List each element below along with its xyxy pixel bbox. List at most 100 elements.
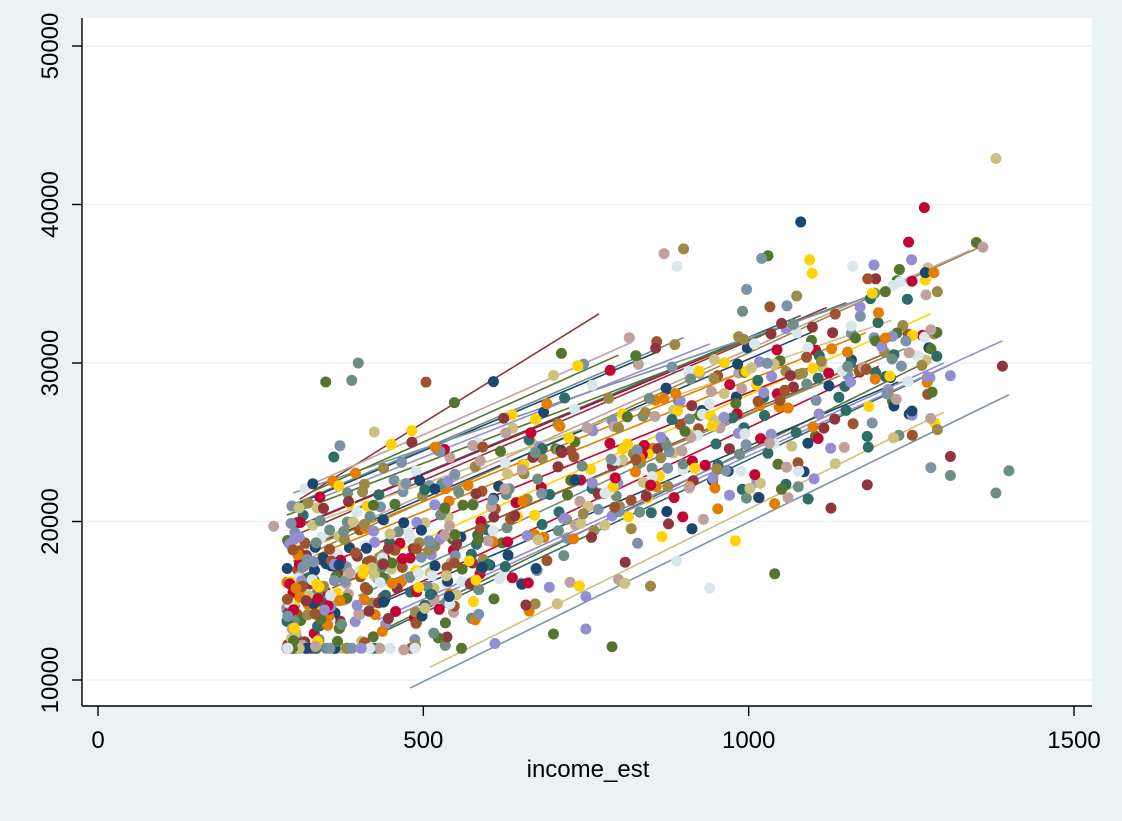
data-point bbox=[825, 442, 837, 454]
data-point bbox=[302, 497, 314, 509]
data-point bbox=[268, 520, 280, 532]
data-point bbox=[704, 398, 716, 410]
data-point bbox=[613, 422, 624, 434]
data-point bbox=[813, 408, 825, 420]
data-point bbox=[829, 413, 841, 425]
data-point bbox=[299, 483, 311, 495]
data-point bbox=[443, 591, 455, 602]
data-point bbox=[761, 357, 773, 369]
data-point bbox=[903, 347, 915, 359]
data-point bbox=[474, 455, 486, 467]
data-point bbox=[866, 287, 878, 299]
data-point bbox=[849, 332, 861, 344]
data-point bbox=[328, 575, 340, 587]
data-point bbox=[334, 595, 346, 607]
data-point bbox=[842, 361, 854, 372]
data-point bbox=[346, 374, 358, 386]
data-point bbox=[328, 451, 340, 463]
data-point bbox=[309, 564, 320, 576]
data-point bbox=[854, 310, 866, 322]
data-point bbox=[854, 301, 866, 313]
data-point bbox=[522, 577, 534, 589]
data-point bbox=[448, 397, 460, 409]
data-point bbox=[753, 492, 765, 504]
data-point bbox=[621, 411, 633, 423]
data-point bbox=[661, 506, 673, 517]
data-point bbox=[357, 486, 369, 498]
data-point bbox=[472, 533, 484, 545]
data-point bbox=[906, 254, 918, 266]
data-point bbox=[525, 427, 537, 439]
data-point bbox=[334, 440, 346, 452]
data-point bbox=[679, 425, 691, 437]
data-point bbox=[599, 487, 611, 499]
data-point bbox=[823, 380, 835, 392]
data-point bbox=[752, 395, 764, 407]
data-point bbox=[632, 358, 644, 370]
data-point bbox=[795, 216, 807, 228]
data-point bbox=[734, 448, 745, 460]
data-point bbox=[801, 351, 813, 363]
data-point bbox=[500, 427, 512, 439]
data-point bbox=[925, 343, 937, 355]
data-point bbox=[320, 376, 332, 388]
data-point bbox=[829, 458, 841, 470]
data-point bbox=[887, 280, 899, 291]
data-point bbox=[581, 422, 593, 434]
data-point bbox=[866, 417, 878, 429]
data-point bbox=[517, 495, 529, 507]
data-point bbox=[290, 582, 302, 594]
data-point bbox=[429, 560, 441, 572]
data-point bbox=[568, 533, 579, 545]
data-point bbox=[786, 440, 798, 452]
data-point bbox=[774, 394, 786, 406]
data-point bbox=[727, 412, 739, 424]
data-point bbox=[718, 357, 730, 369]
data-point bbox=[818, 422, 830, 434]
data-point bbox=[453, 486, 465, 498]
data-point bbox=[586, 531, 597, 543]
data-point bbox=[400, 478, 412, 490]
data-point bbox=[842, 346, 853, 358]
data-point bbox=[663, 518, 674, 530]
data-point bbox=[439, 617, 451, 629]
data-point bbox=[838, 441, 850, 453]
data-point bbox=[662, 462, 674, 474]
x-axis-label: income_est bbox=[527, 756, 650, 783]
data-point bbox=[631, 444, 643, 456]
data-point bbox=[442, 476, 454, 487]
data-point bbox=[363, 605, 375, 617]
data-point bbox=[893, 264, 905, 275]
data-point bbox=[294, 517, 306, 528]
data-point bbox=[502, 549, 514, 561]
data-point bbox=[802, 341, 814, 353]
data-point bbox=[319, 604, 330, 616]
data-point bbox=[586, 379, 598, 391]
data-point bbox=[902, 375, 914, 387]
data-point bbox=[404, 552, 416, 564]
data-point bbox=[823, 367, 835, 379]
data-point bbox=[324, 642, 336, 654]
data-point bbox=[801, 378, 813, 390]
data-point bbox=[352, 357, 364, 369]
data-point bbox=[919, 267, 931, 279]
data-point bbox=[353, 608, 365, 620]
data-point bbox=[574, 495, 586, 507]
data-point bbox=[462, 479, 474, 491]
data-point bbox=[410, 617, 422, 629]
data-point bbox=[740, 492, 752, 504]
data-point bbox=[281, 563, 293, 574]
data-point bbox=[632, 537, 644, 549]
data-point bbox=[619, 577, 631, 589]
data-point bbox=[845, 376, 857, 388]
data-point bbox=[733, 331, 745, 343]
data-point bbox=[944, 470, 956, 482]
data-point bbox=[704, 582, 716, 594]
data-point bbox=[382, 613, 394, 624]
data-point bbox=[349, 547, 361, 559]
y-tick-label: 30000 bbox=[37, 330, 64, 397]
data-point bbox=[890, 393, 902, 405]
data-point bbox=[829, 308, 841, 320]
data-point bbox=[922, 371, 934, 383]
data-point bbox=[926, 386, 938, 398]
